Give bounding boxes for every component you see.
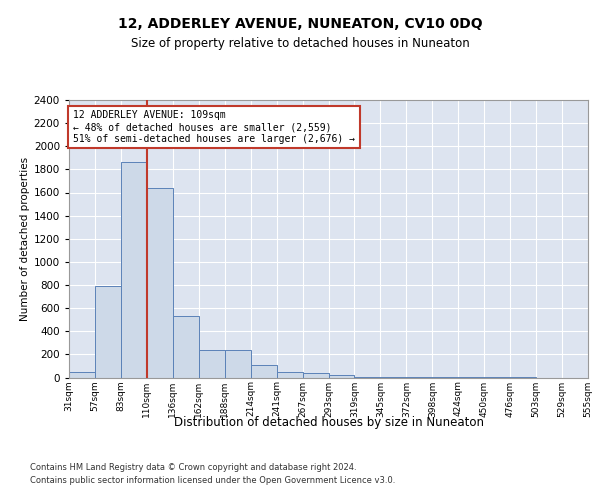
Bar xyxy=(380,377,406,378)
Text: Contains HM Land Registry data © Crown copyright and database right 2024.: Contains HM Land Registry data © Crown c… xyxy=(30,462,356,471)
Bar xyxy=(121,162,147,378)
Bar xyxy=(95,286,121,378)
Bar xyxy=(199,350,224,378)
Bar xyxy=(147,188,173,378)
Bar xyxy=(302,374,329,378)
Bar xyxy=(225,350,251,378)
Bar xyxy=(329,374,355,378)
Text: Distribution of detached houses by size in Nuneaton: Distribution of detached houses by size … xyxy=(174,416,484,429)
Text: 12 ADDERLEY AVENUE: 109sqm
← 48% of detached houses are smaller (2,559)
51% of s: 12 ADDERLEY AVENUE: 109sqm ← 48% of deta… xyxy=(73,110,355,144)
Bar xyxy=(355,377,380,378)
Bar xyxy=(173,316,199,378)
Bar xyxy=(69,372,95,378)
Bar xyxy=(277,372,302,378)
Text: Size of property relative to detached houses in Nuneaton: Size of property relative to detached ho… xyxy=(131,38,469,51)
Text: Contains public sector information licensed under the Open Government Licence v3: Contains public sector information licen… xyxy=(30,476,395,485)
Text: 12, ADDERLEY AVENUE, NUNEATON, CV10 0DQ: 12, ADDERLEY AVENUE, NUNEATON, CV10 0DQ xyxy=(118,18,482,32)
Bar xyxy=(251,366,277,378)
Y-axis label: Number of detached properties: Number of detached properties xyxy=(20,156,29,321)
